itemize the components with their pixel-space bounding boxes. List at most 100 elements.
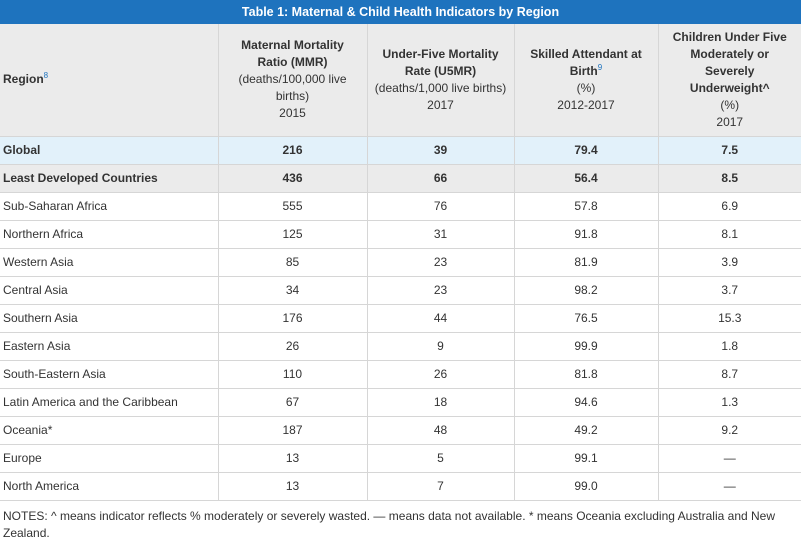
footnote-link-8[interactable]: 8: [43, 71, 49, 81]
cell-region: Latin America and the Caribbean: [0, 388, 219, 417]
cell-u5mr: 5: [367, 444, 515, 473]
table-title: Table 1: Maternal & Child Health Indicat…: [0, 0, 801, 24]
header-underweight-unit: (%): [720, 97, 740, 112]
cell-u5mr: 31: [367, 220, 515, 249]
header-mmr-unit: (deaths/100,000 live births): [238, 72, 347, 104]
cell-mmr: 26: [218, 332, 368, 361]
cell-underweight: 1.3: [658, 388, 801, 417]
cell-sba: 81.9: [514, 248, 659, 277]
cell-mmr: 436: [218, 164, 368, 193]
footnote-link-9[interactable]: 9: [597, 62, 603, 72]
header-sba-title-wrap: Skilled Attendant at Birth9: [521, 46, 652, 80]
cell-region: Global: [0, 136, 219, 165]
cell-region: Eastern Asia: [0, 332, 219, 361]
table-row: Sub-Saharan Africa 555 76 57.8 6.9: [0, 192, 801, 221]
cell-underweight: 7.5: [658, 136, 801, 165]
cell-mmr: 13: [218, 444, 368, 473]
cell-region: Europe: [0, 444, 219, 473]
cell-region: Southern Asia: [0, 304, 219, 333]
table-body: Global 216 39 79.4 7.5 Least Developed Countr…: [0, 136, 801, 501]
header-mmr: Maternal Mortality Ratio (MMR) (deaths/1…: [218, 24, 368, 137]
cell-underweight: 1.8: [658, 332, 801, 361]
cell-region: Sub-Saharan Africa: [0, 192, 219, 221]
cell-region: South-Eastern Asia: [0, 360, 219, 389]
cell-region: Western Asia: [0, 248, 219, 277]
header-mmr-year: 2015: [279, 106, 306, 121]
header-sba-unit: (%): [576, 80, 596, 95]
cell-mmr: 34: [218, 276, 368, 305]
cell-mmr: 187: [218, 416, 368, 445]
cell-mmr: 216: [218, 136, 368, 165]
cell-u5mr: 23: [367, 248, 515, 277]
cell-underweight: —: [658, 444, 801, 473]
cell-mmr: 125: [218, 220, 368, 249]
cell-u5mr: 66: [367, 164, 515, 193]
cell-underweight: —: [658, 472, 801, 501]
cell-sba: 99.1: [514, 444, 659, 473]
indicators-table: Region8 Maternal Mortality Ratio (MMR) (…: [0, 24, 801, 501]
cell-mmr: 176: [218, 304, 368, 333]
table-row: Central Asia 34 23 98.2 3.7: [0, 276, 801, 305]
header-region-label: Region: [3, 72, 44, 87]
table-row: South-Eastern Asia 110 26 81.8 8.7: [0, 360, 801, 389]
cell-u5mr: 9: [367, 332, 515, 361]
header-u5mr: Under-Five Mortality Rate (U5MR) (deaths…: [367, 24, 515, 137]
cell-sba: 99.9: [514, 332, 659, 361]
header-sba-year: 2012-2017: [557, 97, 615, 112]
cell-region: North America: [0, 472, 219, 501]
table-header-row: Region8 Maternal Mortality Ratio (MMR) (…: [0, 24, 801, 137]
cell-sba: 79.4: [514, 136, 659, 165]
cell-underweight: 15.3: [658, 304, 801, 333]
cell-mmr: 67: [218, 388, 368, 417]
table-row: Oceania* 187 48 49.2 9.2: [0, 416, 801, 445]
cell-u5mr: 23: [367, 276, 515, 305]
cell-sba: 94.6: [514, 388, 659, 417]
header-u5mr-year: 2017: [427, 97, 454, 112]
cell-region: Least Developed Countries: [0, 164, 219, 193]
cell-region: Northern Africa: [0, 220, 219, 249]
cell-sba: 57.8: [514, 192, 659, 221]
cell-u5mr: 48: [367, 416, 515, 445]
cell-mmr: 13: [218, 472, 368, 501]
header-sba-title: Skilled Attendant at Birth: [530, 46, 642, 78]
cell-underweight: 8.7: [658, 360, 801, 389]
header-u5mr-unit: (deaths/1,000 live births): [374, 80, 507, 95]
cell-underweight: 8.5: [658, 164, 801, 193]
table-row: Europe 13 5 99.1—: [0, 444, 801, 473]
table-row: Eastern Asia 26 9 99.9 1.8: [0, 332, 801, 361]
table-row: Northern Africa 125 31 91.8 8.1: [0, 220, 801, 249]
table-row: Least Developed Countries 436 66 56.4 8.5: [0, 164, 801, 193]
cell-underweight: 6.9: [658, 192, 801, 221]
table-notes: NOTES: ^ means indicator reflects % mode…: [3, 508, 776, 540]
cell-u5mr: 26: [367, 360, 515, 389]
table-row: Global 216 39 79.4 7.5: [0, 136, 801, 165]
header-underweight-year: 2017: [716, 114, 744, 129]
table-row: North America 13 7 99.0—: [0, 472, 801, 501]
cell-u5mr: 18: [367, 388, 515, 417]
cell-mmr: 555: [218, 192, 368, 221]
cell-sba: 56.4: [514, 164, 659, 193]
table-row: Southern Asia 176 44 76.5 15.3: [0, 304, 801, 333]
cell-u5mr: 39: [367, 136, 515, 165]
cell-underweight: 3.9: [658, 248, 801, 277]
cell-region: Oceania*: [0, 416, 219, 445]
cell-u5mr: 76: [367, 192, 515, 221]
cell-sba: 81.8: [514, 360, 659, 389]
cell-u5mr: 44: [367, 304, 515, 333]
table-row: Latin America and the Caribbean 67 18 94.6 1…: [0, 388, 801, 417]
header-sba: Skilled Attendant at Birth9 (%) 2012-201…: [514, 24, 659, 137]
cell-mmr: 85: [218, 248, 368, 277]
cell-underweight: 3.7: [658, 276, 801, 305]
cell-sba: 49.2: [514, 416, 659, 445]
header-u5mr-title: Under-Five Mortality Rate (U5MR): [382, 46, 499, 78]
cell-sba: 91.8: [514, 220, 659, 249]
cell-sba: 98.2: [514, 276, 659, 305]
cell-u5mr: 7: [367, 472, 515, 501]
header-underweight-title: Children Under Five Moderately or Severe…: [672, 29, 787, 95]
cell-region: Central Asia: [0, 276, 219, 305]
cell-sba: 76.5: [514, 304, 659, 333]
cell-underweight: 9.2: [658, 416, 801, 445]
header-underweight: Children Under Five Moderately or Severe…: [658, 24, 801, 137]
cell-underweight: 8.1: [658, 220, 801, 249]
